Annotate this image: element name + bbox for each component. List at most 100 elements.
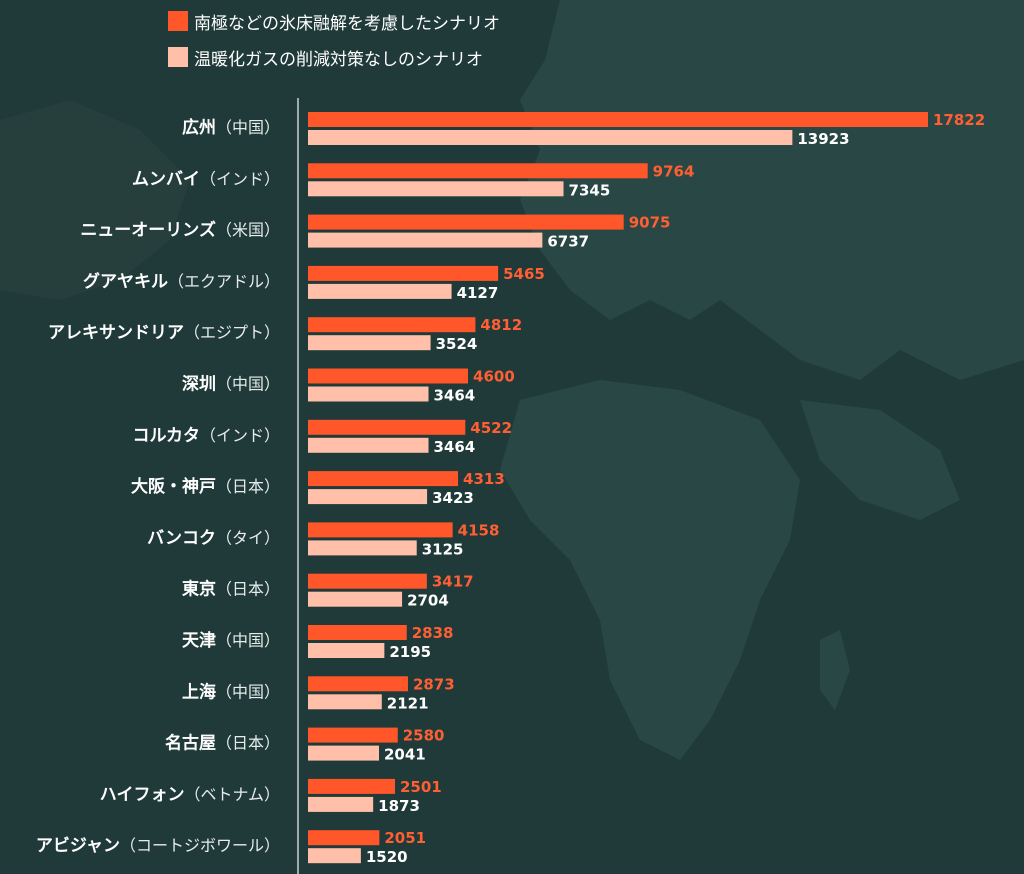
legend-item-ice-sheet: 南極などの氷床融解を考慮したシナリオ: [168, 6, 500, 36]
data-label-ice-sheet: 2580: [403, 727, 445, 745]
data-label-no-reduction: 3464: [434, 438, 476, 456]
map-landmass-europe: [520, 0, 1024, 380]
data-label-no-reduction: 13923: [797, 130, 849, 148]
bar-ice-sheet: [308, 419, 466, 435]
category-label: ニューオーリンズ（米国）: [80, 220, 280, 241]
category-label: 天津（中国）: [182, 630, 280, 651]
bar-no-reduction: [308, 386, 429, 402]
category-label: 広州（中国）: [182, 117, 280, 138]
data-label-no-reduction: 2121: [387, 694, 429, 712]
country-name: （日本）: [216, 734, 280, 753]
city-name: 天津: [182, 630, 216, 651]
bar-ice-sheet: [308, 573, 427, 589]
bar-ice-sheet: [308, 830, 380, 846]
data-label-no-reduction: 4127: [457, 284, 499, 302]
bar-ice-sheet: [308, 265, 499, 281]
bar-ice-sheet: [308, 163, 648, 179]
city-name: 深圳: [182, 374, 216, 395]
data-label-ice-sheet: 4522: [470, 419, 512, 437]
bar-no-reduction: [308, 796, 374, 812]
country-name: （日本）: [216, 477, 280, 496]
bar-no-reduction: [308, 745, 380, 761]
country-name: （日本）: [216, 580, 280, 599]
data-label-no-reduction: 3125: [422, 540, 464, 558]
country-name: （中国）: [216, 375, 280, 394]
bar-no-reduction: [308, 130, 793, 145]
bar-no-reduction: [308, 489, 428, 505]
bar-ice-sheet: [308, 676, 408, 692]
bar-ice-sheet: [308, 778, 396, 794]
country-name: （ベトナム）: [184, 785, 280, 804]
city-name: ハイフォン: [100, 785, 185, 805]
city-name: ムンバイ: [132, 169, 200, 189]
bar-no-reduction: [308, 335, 431, 351]
map-landmass-west: [0, 100, 190, 300]
city-name: アビジャン: [36, 836, 120, 856]
data-label-ice-sheet: 4600: [473, 368, 515, 386]
data-label-ice-sheet: 9764: [653, 162, 695, 180]
category-label: 大阪・神戸（日本）: [131, 476, 280, 497]
bar-ice-sheet: [308, 727, 398, 743]
legend-label-no-reduction: 温暖化ガスの削減対策なしのシナリオ: [194, 49, 483, 70]
city-name: コルカタ: [132, 426, 200, 446]
bar-ice-sheet: [308, 368, 469, 384]
city-name: 広州: [182, 117, 216, 138]
category-label: 上海（中国）: [182, 681, 280, 702]
data-label-ice-sheet: 17822: [933, 111, 985, 129]
data-label-ice-sheet: 2051: [384, 829, 426, 847]
country-name: （中国）: [216, 682, 280, 701]
legend-swatch-no-reduction: [168, 47, 188, 67]
data-label-ice-sheet: 4158: [458, 521, 500, 539]
data-label-ice-sheet: 3417: [432, 573, 474, 591]
map-landmass-arabia: [800, 400, 960, 520]
data-label-no-reduction: 7345: [569, 181, 611, 199]
bar-no-reduction: [308, 848, 361, 864]
category-label: 東京（日本）: [182, 579, 280, 600]
city-name: 上海: [182, 681, 216, 702]
data-label-ice-sheet: 9075: [629, 214, 671, 232]
bar-no-reduction: [308, 643, 385, 658]
country-name: （中国）: [216, 631, 280, 650]
bar-ice-sheet: [308, 317, 476, 333]
chart-legend: 南極などの氷床融解を考慮したシナリオ 温暖化ガスの削減対策なしのシナリオ: [168, 6, 500, 78]
category-label: 深圳（中国）: [182, 374, 280, 395]
country-name: （エジプト）: [184, 323, 280, 342]
legend-swatch-ice-sheet: [168, 11, 188, 31]
city-name: 名古屋: [165, 733, 216, 754]
data-label-ice-sheet: 4812: [480, 316, 522, 334]
data-label-no-reduction: 1520: [366, 848, 408, 866]
bar-no-reduction: [308, 437, 429, 453]
data-label-ice-sheet: 5465: [503, 265, 545, 283]
country-name: （エクアドル）: [168, 272, 280, 291]
data-label-no-reduction: 2195: [389, 643, 431, 661]
country-name: （インド）: [200, 426, 280, 445]
bar-ice-sheet: [308, 625, 407, 640]
city-name: 東京: [182, 579, 216, 600]
bar-no-reduction: [308, 591, 403, 607]
category-label: バンコク（タイ）: [147, 528, 280, 548]
category-label: アビジャン（コートジボワール）: [36, 836, 280, 856]
country-name: （インド）: [200, 169, 280, 188]
data-label-no-reduction: 3464: [434, 387, 476, 405]
bar-ice-sheet: [308, 214, 624, 230]
category-label: アレキサンドリア（エジプト）: [48, 323, 280, 343]
data-label-no-reduction: 6737: [547, 233, 589, 251]
country-name: （タイ）: [216, 528, 280, 547]
bar-no-reduction: [308, 232, 543, 248]
city-name: バンコク: [147, 528, 216, 548]
city-name: ニューオーリンズ: [80, 220, 216, 241]
data-label-no-reduction: 1873: [378, 797, 420, 815]
category-label: ハイフォン（ベトナム）: [100, 785, 280, 805]
data-label-ice-sheet: 2873: [413, 675, 455, 693]
city-name: アレキサンドリア: [48, 323, 184, 343]
legend-item-no-reduction: 温暖化ガスの削減対策なしのシナリオ: [168, 42, 500, 72]
country-name: （米国）: [216, 221, 280, 240]
country-name: （中国）: [216, 118, 280, 137]
country-name: （コートジボワール）: [120, 836, 280, 855]
city-name: グアヤキル: [83, 271, 168, 292]
map-landmass-africa: [500, 380, 800, 760]
city-name: 大阪・神戸: [131, 476, 216, 497]
map-landmass-madagascar: [820, 630, 850, 710]
category-label: グアヤキル（エクアドル）: [83, 271, 280, 292]
